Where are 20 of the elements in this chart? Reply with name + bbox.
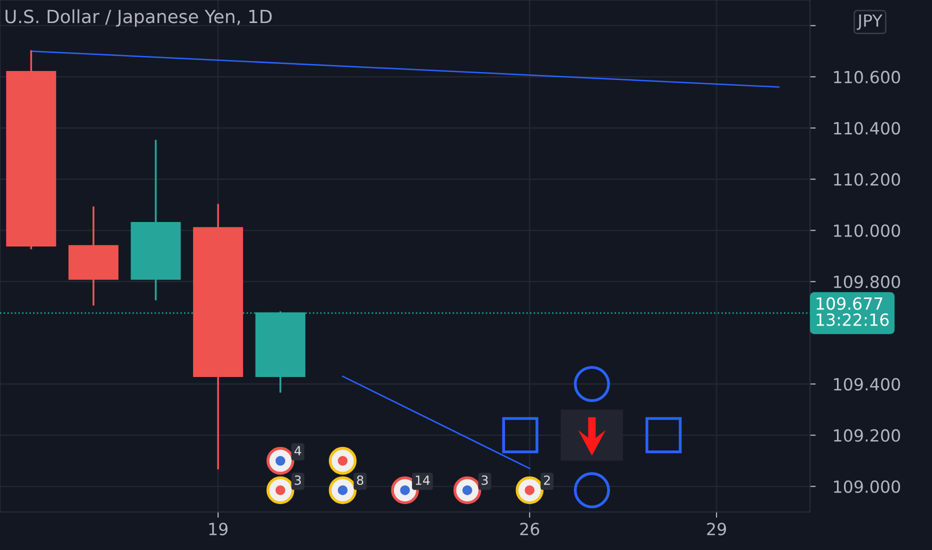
y-tick-label: 110.400 [834,122,900,135]
y-tick-label: 109.000 [834,480,900,493]
text: U.S. Dollar / Japanese Yen, 1D [6,9,272,27]
y-tick-label: 109.800 [834,276,900,288]
annotation: 14 [416,476,430,485]
x-tick-label: 29 [707,522,726,536]
y-tick-label: 109.200 [834,429,900,442]
y-tick-label: 109.400 [834,378,900,391]
annotation: 8 [357,475,364,485]
annotation: 2 [544,475,550,485]
text: JPY [856,14,882,30]
ref-line-label: 109.677 13:22:16 [816,297,889,326]
y-tick-label: 110.000 [834,224,900,237]
x-tick-label: 19 [209,522,228,536]
annotation: 3 [482,475,488,485]
y-tick-label: 110.600 [834,70,900,84]
x-tick-label: 26 [520,522,540,536]
y-tick-label: 110.200 [834,173,900,186]
annotation: 3 [294,475,301,485]
annotation: 4 [294,446,302,456]
